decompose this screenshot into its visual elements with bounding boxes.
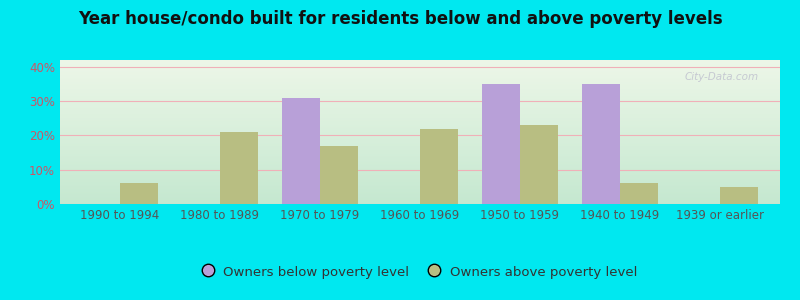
Bar	[620, 183, 658, 204]
Bar	[282, 98, 320, 204]
Bar	[320, 146, 358, 204]
Bar	[720, 187, 758, 204]
Bar	[220, 132, 258, 204]
Bar	[482, 84, 520, 204]
Text: Year house/condo built for residents below and above poverty levels: Year house/condo built for residents bel…	[78, 11, 722, 28]
Legend: Owners below poverty level, Owners above poverty level: Owners below poverty level, Owners above…	[197, 260, 643, 284]
Bar	[582, 84, 620, 204]
Bar	[520, 125, 558, 204]
Bar	[120, 183, 158, 204]
Bar	[420, 129, 458, 204]
Text: City-Data.com: City-Data.com	[684, 71, 758, 82]
